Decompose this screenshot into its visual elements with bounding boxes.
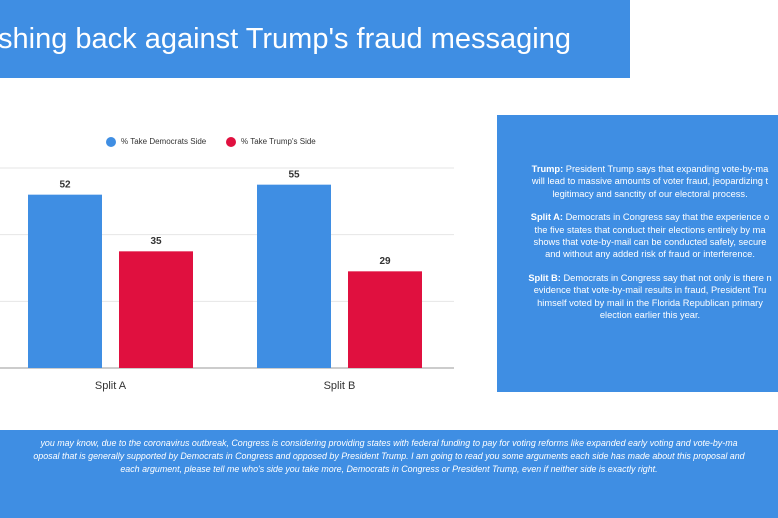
x-tick-label: Split A bbox=[95, 380, 127, 392]
panel-line: shows that vote-by-mail can be conducted… bbox=[533, 237, 767, 248]
x-tick-label: Split B bbox=[324, 380, 356, 392]
footer: you may know, due to the coronavirus out… bbox=[0, 430, 778, 518]
bar bbox=[28, 194, 102, 368]
footer-line: oposal that is generally supported by De… bbox=[33, 451, 745, 461]
panel-line: President Trump says that expanding vote… bbox=[563, 164, 769, 174]
panel-paragraph: Split B: Democrats in Congress say that … bbox=[505, 272, 778, 322]
bar bbox=[348, 271, 422, 368]
panel-line: will lead to massive amounts of voter fr… bbox=[531, 176, 769, 187]
chart: % Take Democrats Side % Take Trump's Side… bbox=[0, 137, 454, 392]
panel-line: himself voted by mail in the Florida Rep… bbox=[537, 297, 763, 308]
bar bbox=[119, 251, 193, 368]
panel-paragraph: Split A: Democrats in Congress say that … bbox=[505, 211, 778, 261]
value-label: 55 bbox=[288, 169, 300, 180]
value-label: 35 bbox=[150, 236, 162, 247]
footer-line: you may know, due to the coronavirus out… bbox=[40, 438, 738, 448]
panel-line: evidence that vote-by-mail results in fr… bbox=[533, 285, 767, 296]
info-panel: Trump: President Trump says that expandi… bbox=[497, 115, 778, 392]
value-label: 52 bbox=[59, 179, 71, 190]
legend-swatch bbox=[106, 137, 116, 147]
panel-label: Trump: bbox=[531, 164, 564, 174]
legend-swatch bbox=[226, 137, 236, 147]
title-banner: shing back against Trump's fraud messagi… bbox=[0, 0, 630, 78]
panel-line: legitimacy and sanctity of our electoral… bbox=[552, 188, 748, 199]
panel-line: the five states that conduct their elect… bbox=[534, 224, 766, 235]
slide-title: shing back against Trump's fraud messagi… bbox=[0, 23, 571, 55]
panel-line: Democrats in Congress say that the exper… bbox=[563, 212, 770, 223]
panel-line: Democrats in Congress say that not only … bbox=[560, 272, 772, 283]
panel-label: Split B: bbox=[528, 272, 561, 283]
panel-line: election earlier this year. bbox=[599, 310, 701, 321]
panel-paragraph: Trump: President Trump says that expandi… bbox=[505, 163, 778, 200]
legend-label: % Take Trump's Side bbox=[241, 137, 316, 146]
footer-text: you may know, due to the coronavirus out… bbox=[0, 430, 778, 476]
panel-line: and without any added risk of fraud or i… bbox=[545, 249, 755, 260]
bar bbox=[257, 184, 331, 368]
value-label: 29 bbox=[379, 256, 391, 267]
legend-label: % Take Democrats Side bbox=[121, 137, 207, 146]
footer-line: each argument, please tell me who's side… bbox=[120, 464, 658, 474]
panel-label: Split A: bbox=[530, 212, 563, 223]
panel-text: Trump: President Trump says that expandi… bbox=[505, 163, 778, 332]
